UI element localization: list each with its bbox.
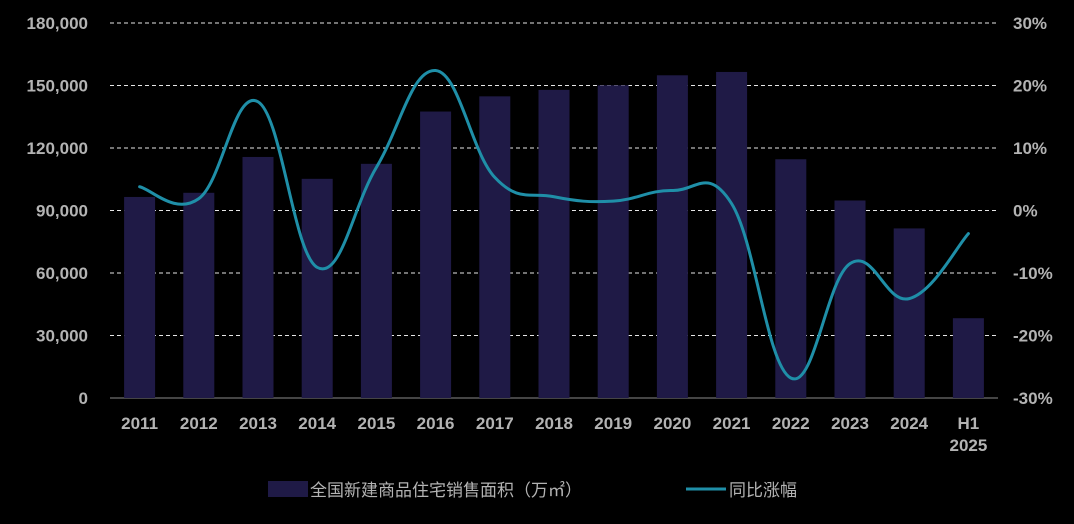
bar-6 [479, 96, 511, 398]
x-tick-label: 2023 [831, 414, 869, 433]
x-tick-label: 2024 [890, 414, 928, 433]
bar-8 [597, 85, 629, 399]
bar-5 [420, 111, 452, 399]
bar-13 [893, 228, 925, 398]
line-series [138, 68, 970, 381]
right-tick-label: 10% [1013, 139, 1047, 158]
yoy-change-line [138, 68, 970, 381]
x-axis-ticks: 2011 2012 2013 2014 2015 2016 2017 2018 2019 2020… [121, 414, 987, 455]
legend: 全国新建商品住宅销售面积（万㎡） 同比涨幅 [268, 481, 797, 501]
bar-7 [538, 89, 570, 398]
bar-10 [716, 71, 748, 398]
left-tick-label: 120,000 [27, 139, 88, 158]
left-tick-label: 180,000 [27, 14, 88, 33]
right-tick-label: 30% [1013, 14, 1047, 33]
bar-3 [301, 178, 333, 398]
x-tick-label: 2022 [772, 414, 810, 433]
right-axis-ticks: -30% -20% -10% 0% 10% 20% 30% [1013, 14, 1053, 408]
x-tick-label: 2018 [535, 414, 573, 433]
bar-series [124, 71, 984, 399]
legend-line-label: 同比涨幅 [729, 481, 797, 501]
right-tick-label: 0% [1013, 202, 1038, 221]
x-tick-label: 2015 [357, 414, 395, 433]
x-tick-label: 2021 [713, 414, 751, 433]
right-tick-label: -10% [1013, 264, 1053, 283]
left-tick-label: 0 [79, 389, 88, 408]
bar-1 [183, 192, 215, 398]
left-axis-ticks: 0 30,000 60,000 90,000 120,000 150,000 180,000 [27, 14, 88, 408]
left-tick-label: 60,000 [36, 264, 88, 283]
x-tick-label: 2019 [594, 414, 632, 433]
x-tick-label: 2016 [417, 414, 455, 433]
bar-14 [952, 318, 984, 398]
left-tick-label: 30,000 [36, 327, 88, 346]
x-tick-label: 2017 [476, 414, 514, 433]
bar-11 [775, 159, 807, 398]
x-tick-label: 2013 [239, 414, 277, 433]
bar-2 [242, 156, 274, 398]
left-tick-label: 150,000 [27, 77, 88, 96]
right-tick-label: -30% [1013, 389, 1053, 408]
bar-4 [360, 163, 392, 398]
right-tick-label: -20% [1013, 327, 1053, 346]
x-tick-label: 2012 [180, 414, 218, 433]
left-tick-label: 90,000 [36, 202, 88, 221]
x-tick-label: 2014 [298, 414, 336, 433]
bar-9 [656, 75, 688, 399]
x-tick-label: H1 2025 [949, 414, 987, 455]
x-tick-label: 2020 [653, 414, 691, 433]
bar-0 [124, 196, 156, 398]
legend-bar-swatch [268, 481, 308, 497]
bar-12 [834, 200, 866, 398]
x-tick-label: 2011 [121, 414, 158, 433]
legend-bar-label: 全国新建商品住宅销售面积（万㎡） [310, 481, 582, 501]
right-tick-label: 20% [1013, 77, 1047, 96]
